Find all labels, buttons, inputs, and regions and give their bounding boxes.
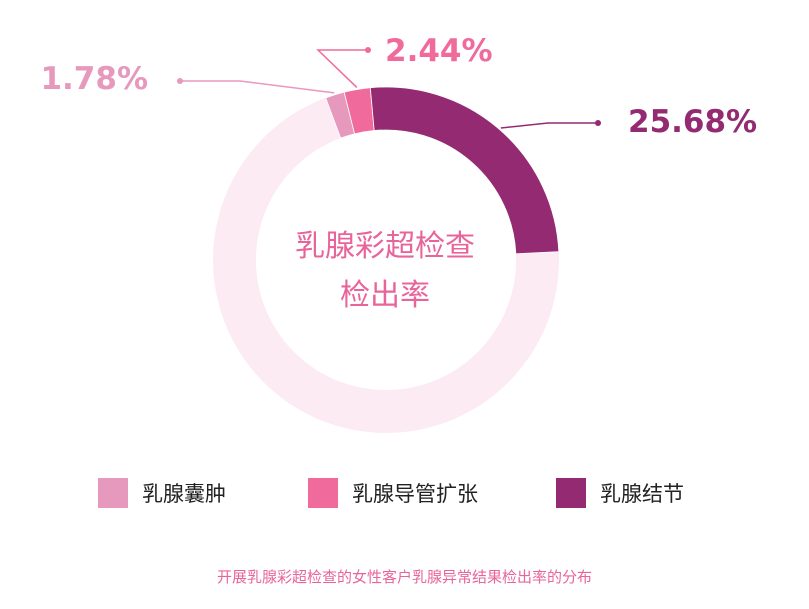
leader-line-nodule	[500, 122, 598, 129]
data-label-nodule: 25.68%	[628, 104, 757, 140]
legend-label-duct-ectasia: 乳腺导管扩张	[352, 482, 478, 506]
legend-item-nodule: 乳腺结节	[556, 478, 684, 508]
donut-chart: 1.78% 2.44% 25.68%	[40, 33, 757, 433]
center-title-line-1: 乳腺彩超检查	[295, 229, 475, 264]
legend-item-duct-ectasia: 乳腺导管扩张	[308, 478, 478, 508]
leader-dot-nodule	[595, 120, 601, 126]
data-label-cyst: 1.78%	[40, 61, 148, 97]
donut-slices	[212, 86, 560, 433]
leader-line-cyst	[180, 80, 335, 94]
chart-caption: 开展乳腺彩超检查的女性客户乳腺异常结果检出率的分布	[216, 568, 592, 586]
leader-line-duct-ectasia	[316, 49, 368, 88]
leader-lines	[177, 47, 601, 129]
legend: 乳腺囊肿 乳腺导管扩张 乳腺结节	[0, 478, 809, 508]
donut-slice-nodule	[369, 86, 560, 255]
data-label-duct-ectasia: 2.44%	[385, 33, 493, 69]
legend-swatch-nodule	[556, 478, 586, 508]
legend-item-cyst: 乳腺囊肿	[98, 478, 226, 508]
legend-label-cyst: 乳腺囊肿	[142, 482, 226, 506]
leader-dot-cyst	[177, 78, 183, 84]
legend-swatch-cyst	[98, 478, 128, 508]
legend-label-nodule: 乳腺结节	[600, 482, 684, 506]
center-title-line-2: 检出率	[340, 278, 430, 313]
data-labels: 1.78% 2.44% 25.68%	[40, 33, 757, 140]
legend-swatch-duct-ectasia	[308, 478, 338, 508]
leader-dot-duct-ectasia	[365, 47, 371, 53]
